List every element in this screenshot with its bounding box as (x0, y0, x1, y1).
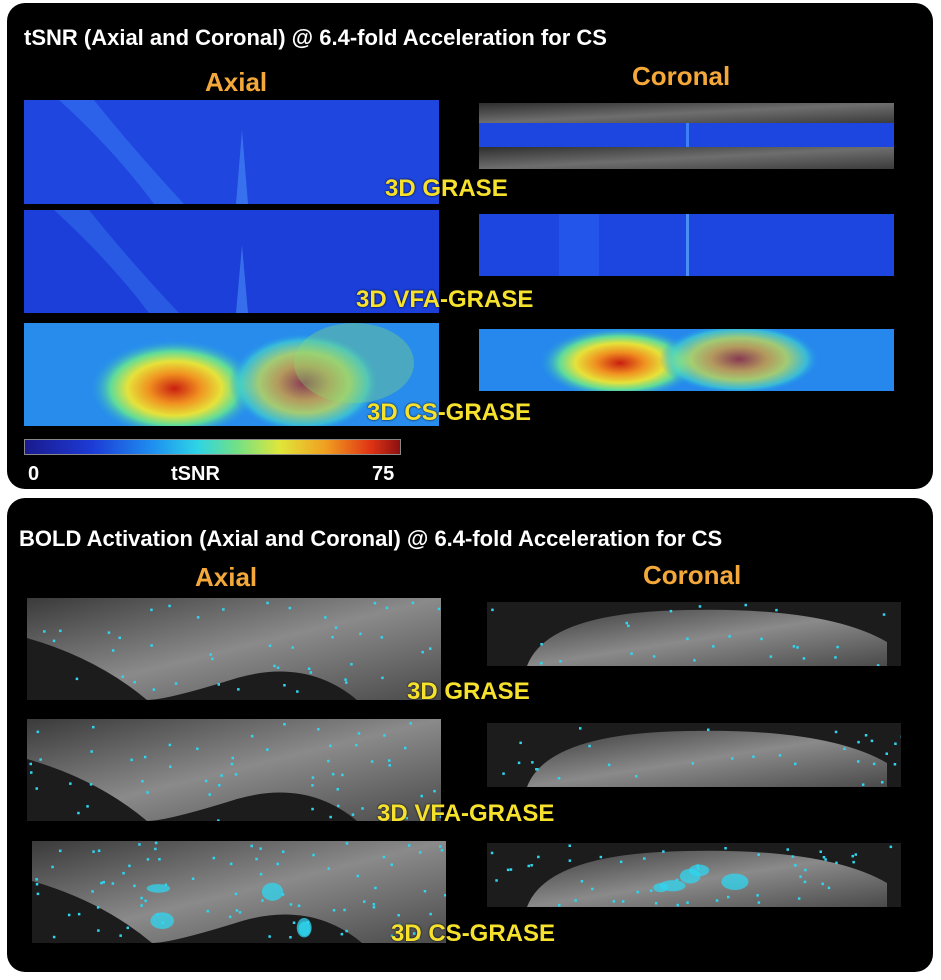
colorbar-min-label: 0 (28, 463, 40, 485)
tsnr-coronal-grase-background-top (479, 103, 894, 123)
tsnr-coronal-column-title: Coronal (632, 61, 731, 91)
tsnr-coronal-grase-background-bottom (479, 147, 894, 169)
tsnr-colorbar (24, 439, 401, 455)
bold-row-label-vfa-grase: 3D VFA-GRASE (377, 800, 555, 827)
bold-coronal-grase-image (487, 602, 901, 666)
bold-panel-title: BOLD Activation (Axial and Coronal) @ 6.… (19, 526, 723, 551)
colorbar-title: tSNR (171, 463, 220, 485)
bold-coronal-vfa-grase-image (487, 723, 901, 787)
tsnr-coronal-vfa-grase-image (479, 214, 894, 276)
tsnr-panel-title: tSNR (Axial and Coronal) @ 6.4-fold Acce… (24, 25, 607, 50)
bold-coronal-cs-grase-image (487, 843, 901, 907)
bold-axial-vfa-grase-image (27, 719, 441, 821)
tsnr-coronal-grase-image (479, 123, 894, 147)
tsnr-row-label-vfa-grase: 3D VFA-GRASE (356, 286, 534, 313)
tsnr-panel: tSNR (Axial and Coronal) @ 6.4-fold Acce… (7, 3, 933, 489)
bold-row-label-cs-grase: 3D CS-GRASE (391, 920, 556, 947)
bold-axial-cs-grase-image (32, 841, 446, 943)
tsnr-axial-vfa-grase-image (24, 210, 439, 313)
tsnr-axial-grase-image (24, 100, 439, 204)
tsnr-coronal-cs-grase-image (479, 329, 894, 391)
bold-axial-grase-image (27, 598, 441, 700)
tsnr-row-label-grase: 3D GRASE (385, 175, 508, 202)
tsnr-axial-column-title: Axial (205, 67, 268, 97)
colorbar-max-label: 75 (372, 463, 395, 485)
tsnr-row-label-cs-grase: 3D CS-GRASE (367, 399, 532, 426)
bold-row-label-grase: 3D GRASE (407, 678, 530, 705)
bold-coronal-column-title: Coronal (643, 560, 742, 590)
bold-axial-column-title: Axial (195, 562, 258, 592)
bold-panel: BOLD Activation (Axial and Coronal) @ 6.… (7, 498, 933, 972)
tsnr-axial-cs-grase-image (24, 323, 439, 426)
